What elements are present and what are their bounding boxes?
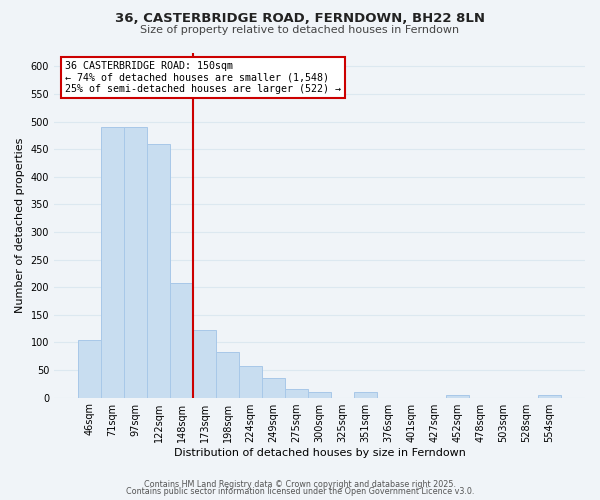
Bar — [446, 396, 469, 398]
Y-axis label: Number of detached properties: Number of detached properties — [15, 138, 25, 312]
Bar — [239, 366, 262, 398]
Bar — [170, 282, 193, 398]
Text: 36, CASTERBRIDGE ROAD, FERNDOWN, BH22 8LN: 36, CASTERBRIDGE ROAD, FERNDOWN, BH22 8L… — [115, 12, 485, 26]
Text: 36 CASTERBRIDGE ROAD: 150sqm
← 74% of detached houses are smaller (1,548)
25% of: 36 CASTERBRIDGE ROAD: 150sqm ← 74% of de… — [65, 61, 341, 94]
Bar — [193, 330, 216, 398]
Bar — [78, 340, 101, 398]
Text: Contains public sector information licensed under the Open Government Licence v3: Contains public sector information licen… — [126, 488, 474, 496]
Bar — [354, 392, 377, 398]
Text: Contains HM Land Registry data © Crown copyright and database right 2025.: Contains HM Land Registry data © Crown c… — [144, 480, 456, 489]
X-axis label: Distribution of detached houses by size in Ferndown: Distribution of detached houses by size … — [173, 448, 466, 458]
Bar — [285, 390, 308, 398]
Bar — [538, 396, 561, 398]
Text: Size of property relative to detached houses in Ferndown: Size of property relative to detached ho… — [140, 25, 460, 35]
Bar — [147, 144, 170, 398]
Bar — [124, 127, 147, 398]
Bar — [262, 378, 285, 398]
Bar — [101, 127, 124, 398]
Bar — [308, 392, 331, 398]
Bar — [216, 352, 239, 398]
